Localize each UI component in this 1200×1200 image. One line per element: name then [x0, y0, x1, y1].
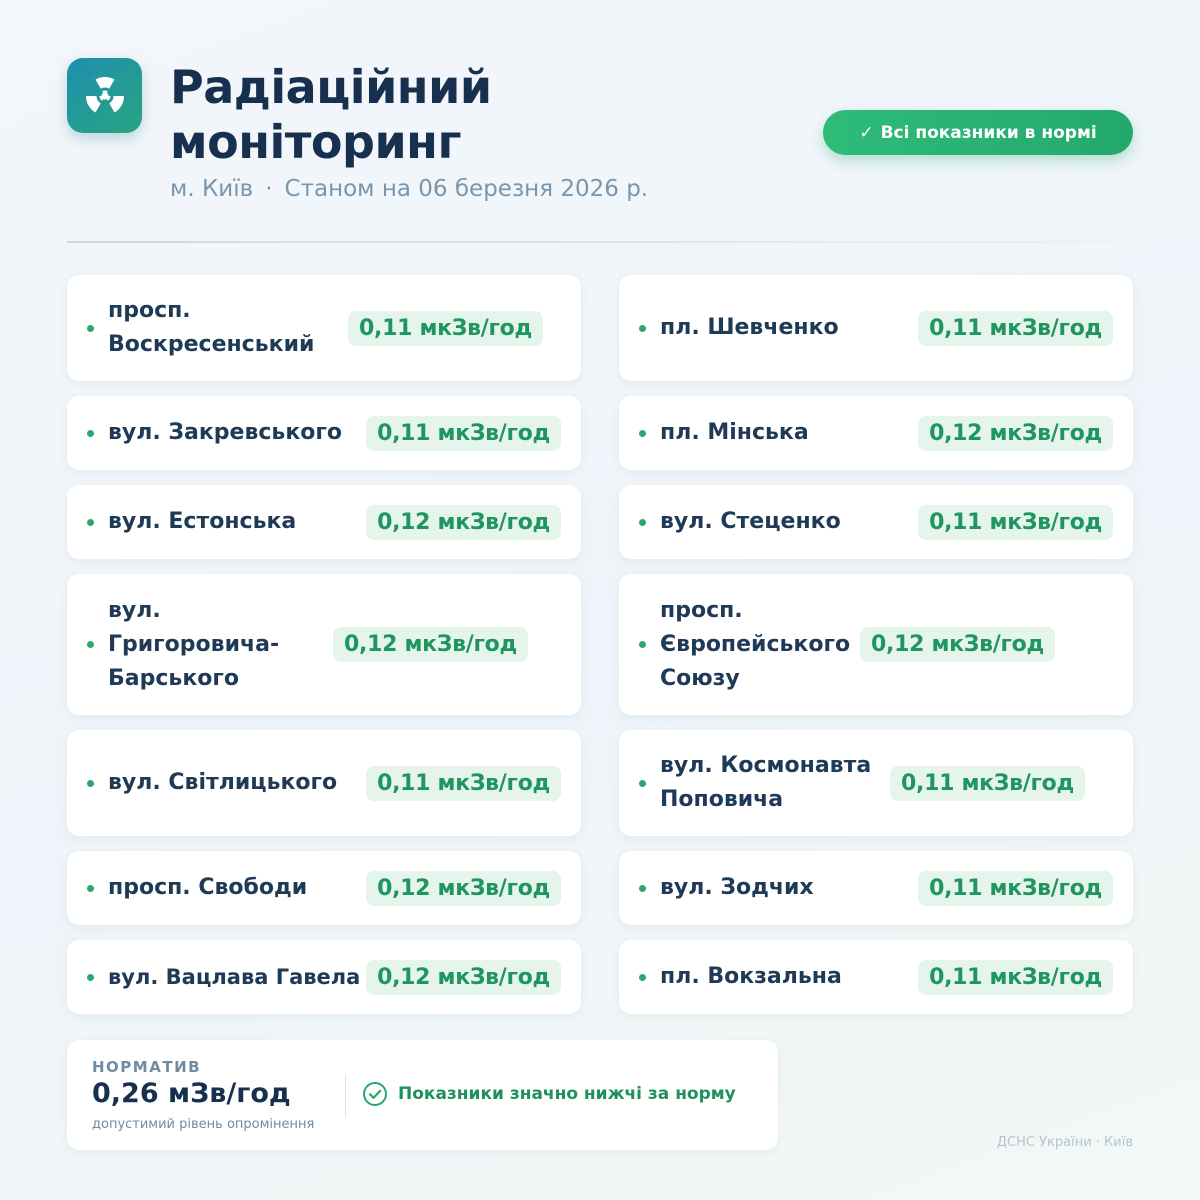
- city-label: м. Київ: [170, 176, 254, 202]
- location-name: вул. Космонавта Поповича: [660, 753, 872, 812]
- location-card: пл. Мінська 0,12 мкЗв/год: [619, 396, 1133, 470]
- location-card: просп. Воскресенський 0,11 мкЗв/год: [67, 275, 581, 381]
- radiation-value: 0,11 мкЗв/год: [348, 310, 543, 346]
- location-card: вул. Григоровича-Барського 0,12 мкЗв/год: [67, 574, 581, 715]
- location-name: пл. Вокзальна: [660, 964, 842, 989]
- radiation-value: 0,11 мкЗв/год: [366, 415, 561, 451]
- location-name: просп. Воскресенський: [108, 298, 315, 357]
- radiation-value: 0,11 мкЗв/год: [890, 765, 1085, 801]
- check-circle-icon: [362, 1081, 388, 1107]
- header-divider: [67, 241, 1133, 243]
- location-name: вул. Стеценко: [660, 509, 841, 534]
- radiation-value: 0,11 мкЗв/год: [918, 310, 1113, 346]
- norm-status-text: Показники значно нижчі за норму: [398, 1084, 736, 1104]
- norm-label: НОРМАТИВ: [92, 1058, 202, 1076]
- location-card: вул. Стеценко 0,11 мкЗв/год: [619, 485, 1133, 559]
- norm-note: допустимий рівень опромінення: [92, 1117, 315, 1132]
- footer-source: ДСНС України · Київ: [996, 1135, 1133, 1150]
- status-badge-label: Всі показники в нормі: [880, 122, 1097, 143]
- subtitle-separator: ·: [265, 176, 273, 202]
- radiation-value: 0,12 мкЗв/год: [918, 415, 1113, 451]
- location-name: вул. Естонська: [108, 509, 297, 534]
- location-name: пл. Мінська: [660, 420, 809, 445]
- location-card: пл. Шевченко 0,11 мкЗв/год: [619, 275, 1133, 381]
- bullet-icon: [87, 518, 94, 526]
- bullet-icon: [639, 779, 646, 787]
- radiation-value: 0,12 мкЗв/год: [366, 504, 561, 540]
- location-card: вул. Космонавта Поповича 0,11 мкЗв/год: [619, 730, 1133, 836]
- check-icon: ✓: [859, 122, 874, 143]
- bullet-icon: [87, 973, 94, 981]
- radiation-value: 0,12 мкЗв/год: [366, 870, 561, 906]
- bullet-icon: [87, 641, 94, 648]
- bullet-icon: [639, 518, 646, 526]
- status-badge: ✓ Всі показники в нормі: [823, 110, 1133, 155]
- norm-divider: [345, 1075, 346, 1117]
- norm-panel: НОРМАТИВ 0,26 мЗв/год допустимий рівень …: [67, 1040, 778, 1150]
- page-subtitle: м. Київ · Станом на 06 березня 2026 р.: [170, 176, 648, 202]
- location-name: вул. Закревського: [108, 420, 342, 445]
- date-label: Станом на 06 березня 2026 р.: [284, 176, 649, 202]
- location-name: вул. Зодчих: [660, 875, 814, 900]
- location-card: просп. Європейського Союзу 0,12 мкЗв/год: [619, 574, 1133, 715]
- radiation-value: 0,11 мкЗв/год: [366, 765, 561, 801]
- radiation-icon: [85, 76, 124, 112]
- radiation-value: 0,11 мкЗв/год: [918, 504, 1113, 540]
- bullet-icon: [639, 429, 646, 437]
- bullet-icon: [87, 779, 94, 787]
- location-card: вул. Зодчих 0,11 мкЗв/год: [619, 851, 1133, 925]
- radiation-value: 0,12 мкЗв/год: [366, 959, 561, 995]
- bullet-icon: [87, 429, 94, 437]
- bullet-icon: [639, 324, 646, 332]
- radiation-value: 0,12 мкЗв/год: [333, 627, 528, 662]
- radiation-value: 0,11 мкЗв/год: [918, 959, 1113, 995]
- page-title: Радіаційний моніторинг: [170, 60, 492, 169]
- location-card: просп. Свободи 0,12 мкЗв/год: [67, 851, 581, 925]
- radiation-value: 0,11 мкЗв/год: [918, 870, 1113, 906]
- bullet-icon: [87, 324, 94, 332]
- app-logo: [67, 58, 142, 133]
- location-card: пл. Вокзальна 0,11 мкЗв/год: [619, 940, 1133, 1014]
- bullet-icon: [639, 973, 646, 981]
- location-name: вул. Вацлава Гавела: [108, 965, 361, 989]
- location-card: вул. Світлицького 0,11 мкЗв/год: [67, 730, 581, 836]
- bullet-icon: [639, 641, 646, 648]
- location-name: пл. Шевченко: [660, 315, 839, 340]
- location-name: вул. Григоровича-Барського: [108, 597, 280, 691]
- location-name: вул. Світлицького: [108, 770, 338, 795]
- norm-status: Показники значно нижчі за норму: [362, 1081, 736, 1107]
- bullet-icon: [87, 884, 94, 892]
- location-card: вул. Вацлава Гавела 0,12 мкЗв/год: [67, 940, 581, 1014]
- bullet-icon: [639, 884, 646, 892]
- location-name: просп. Свободи: [108, 875, 308, 900]
- norm-value: 0,26 мЗв/год: [92, 1078, 291, 1109]
- location-card: вул. Естонська 0,12 мкЗв/год: [67, 485, 581, 559]
- radiation-value: 0,12 мкЗв/год: [860, 627, 1055, 662]
- location-card: вул. Закревського 0,11 мкЗв/год: [67, 396, 581, 470]
- location-name: просп. Європейського Союзу: [660, 597, 851, 691]
